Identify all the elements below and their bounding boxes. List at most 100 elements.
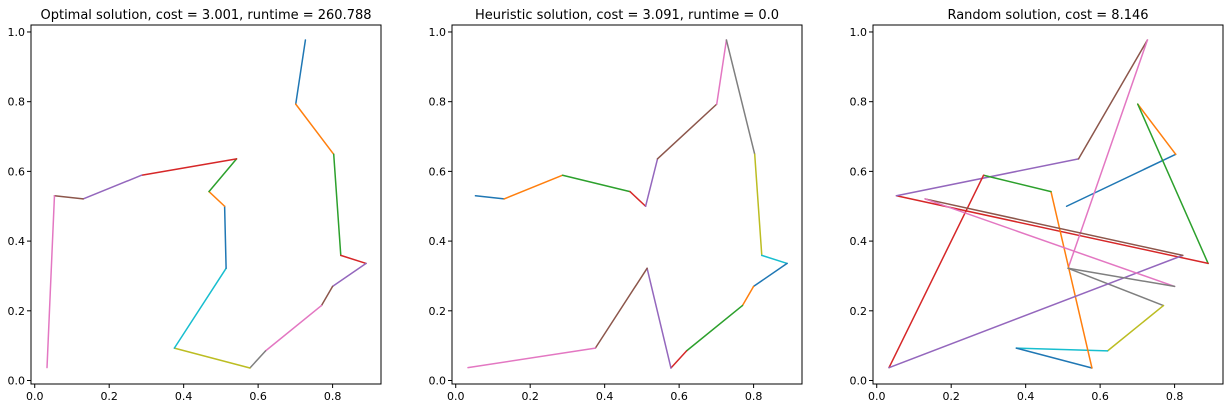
y-axis-ticks: 0.0 0.2 0.4 0.6 0.8 1.0 [8, 26, 31, 388]
x-axis-ticks: 0.0 0.2 0.4 0.6 0.8 [447, 384, 762, 403]
y-tick-label: 0.2 [850, 305, 868, 318]
tour-segment [1136, 103, 1209, 265]
tour-segment [332, 153, 342, 257]
tour-segment [208, 158, 238, 193]
tour-segment [249, 350, 267, 369]
tour-segment [753, 153, 763, 257]
x-tick-label: 0.4 [1017, 390, 1035, 403]
tour-segment [503, 174, 564, 200]
panel-title: Heuristic solution, cost = 3.091, runtim… [475, 8, 779, 23]
x-tick-label: 0.8 [1166, 390, 1184, 403]
y-tick-label: 0.6 [850, 165, 868, 178]
y-tick-label: 1.0 [850, 26, 868, 39]
tour-segment [725, 39, 756, 156]
x-tick-label: 0.0 [868, 390, 886, 403]
axes-frame [30, 24, 382, 385]
x-tick-label: 0.8 [324, 390, 342, 403]
tour-segments [888, 39, 1209, 369]
x-tick-label: 0.8 [745, 390, 763, 403]
x-tick-label: 0.6 [249, 390, 267, 403]
tour-segment [264, 304, 323, 352]
tour-segment [1136, 103, 1177, 156]
y-tick-label: 0.6 [8, 165, 26, 178]
axes-frame [451, 24, 803, 385]
x-tick-label: 0.6 [670, 390, 688, 403]
tour-segment [1015, 347, 1109, 352]
tour-segment [173, 267, 227, 349]
tour-segments [46, 39, 367, 369]
y-tick-label: 0.2 [429, 305, 447, 318]
y-tick-label: 1.0 [8, 26, 26, 39]
axes-frame [872, 24, 1224, 385]
tour-segment [1067, 267, 1176, 288]
tour-segment [761, 254, 788, 265]
x-tick-label: 0.2 [100, 390, 118, 403]
tour-segment [670, 350, 688, 369]
tour-segment [173, 347, 251, 369]
tour-segment [561, 174, 631, 193]
tour-segment [208, 190, 226, 207]
tour-segment [331, 262, 367, 288]
y-axis-ticks: 0.0 0.2 0.4 0.6 0.8 1.0 [429, 26, 452, 388]
y-tick-label: 0.8 [429, 96, 447, 109]
tour-segment [924, 198, 1176, 288]
tour-segment [474, 195, 505, 200]
x-axis-ticks: 0.0 0.2 0.4 0.6 0.8 [868, 384, 1183, 403]
tour-segment [644, 158, 659, 207]
tour-segment [53, 195, 84, 200]
tour-segment [715, 39, 728, 105]
tour-segment [685, 304, 744, 352]
y-tick-label: 0.0 [8, 375, 26, 388]
tour-segment [1067, 267, 1165, 307]
tour-segment [982, 174, 1052, 193]
tour-segment [594, 267, 648, 349]
tour-segment [752, 262, 788, 288]
tour-segment [294, 103, 335, 156]
x-tick-label: 0.2 [942, 390, 960, 403]
y-tick-label: 0.4 [429, 235, 447, 248]
tour-segment [1065, 153, 1177, 207]
y-tick-label: 0.0 [850, 375, 868, 388]
tour-segment [82, 174, 143, 200]
tour-segment [895, 158, 1080, 197]
y-tick-label: 0.4 [8, 235, 26, 248]
tour-segment [656, 103, 718, 160]
x-tick-label: 0.6 [1091, 390, 1109, 403]
tour-segment [294, 39, 307, 105]
tour-segment [140, 158, 238, 176]
x-tick-label: 0.2 [521, 390, 539, 403]
x-tick-label: 0.0 [26, 390, 44, 403]
x-tick-label: 0.4 [596, 390, 614, 403]
tour-segment [924, 198, 1184, 257]
y-tick-label: 0.8 [8, 96, 26, 109]
tour-segment [320, 285, 334, 307]
panel-optimal: Optimal solution, cost = 3.001, runtime … [8, 8, 382, 403]
tour-segment [223, 205, 227, 270]
tour-segment [646, 267, 672, 369]
y-axis-ticks: 0.0 0.2 0.4 0.6 0.8 1.0 [850, 26, 873, 388]
x-axis-ticks: 0.0 0.2 0.4 0.6 0.8 [26, 384, 341, 403]
tour-segment [1050, 190, 1093, 369]
tour-segment [1015, 347, 1093, 369]
tour-segment [741, 285, 755, 307]
y-tick-label: 0.2 [8, 305, 26, 318]
panel-title: Optimal solution, cost = 3.001, runtime … [40, 8, 371, 23]
y-tick-label: 0.4 [850, 235, 868, 248]
tour-segment [888, 254, 1184, 369]
panel-title: Random solution, cost = 8.146 [947, 8, 1148, 23]
x-tick-label: 0.4 [175, 390, 193, 403]
tour-segment [1106, 304, 1165, 352]
tour-segments [467, 39, 788, 369]
tour-segment [46, 195, 56, 369]
panel-random: Random solution, cost = 8.146 0.0 0.2 0.4 0… [850, 8, 1224, 403]
tour-segment [1077, 39, 1149, 160]
panel-heuristic: Heuristic solution, cost = 3.091, runtim… [429, 8, 803, 403]
tour-segment [629, 190, 647, 207]
y-tick-label: 0.8 [850, 96, 868, 109]
y-tick-label: 0.6 [429, 165, 447, 178]
y-tick-label: 0.0 [429, 375, 447, 388]
x-tick-label: 0.0 [447, 390, 465, 403]
tour-segment [467, 347, 597, 369]
